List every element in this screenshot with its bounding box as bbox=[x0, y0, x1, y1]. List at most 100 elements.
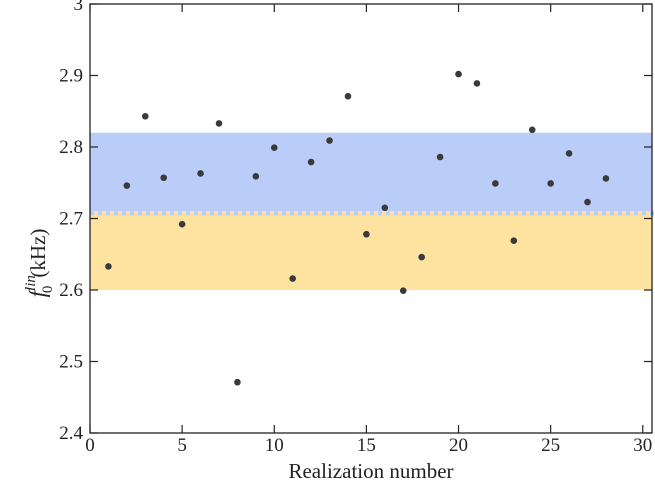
data-point bbox=[510, 237, 518, 244]
y-tick-label: 2.9 bbox=[59, 66, 83, 87]
band-boundary-notch bbox=[170, 211, 174, 216]
band-boundary-notch bbox=[386, 211, 390, 216]
band-boundary-notch bbox=[346, 211, 350, 216]
band-boundary-notch bbox=[114, 211, 118, 216]
y-label-symbol: f bbox=[25, 287, 50, 297]
band-boundary-notch bbox=[98, 211, 102, 216]
band-boundary-notch bbox=[218, 211, 222, 216]
data-point bbox=[455, 70, 462, 78]
data-point bbox=[178, 220, 186, 228]
band-boundary-notch bbox=[410, 211, 414, 216]
band-boundary-notch bbox=[402, 211, 406, 216]
band-boundary-notch bbox=[618, 211, 622, 216]
band-boundary-notch bbox=[418, 211, 422, 216]
band-boundary-notch bbox=[466, 211, 470, 216]
band-boundary-notch bbox=[210, 211, 214, 216]
band-lower bbox=[90, 211, 652, 290]
band-boundary-notch bbox=[122, 211, 126, 216]
band-boundary-notch bbox=[506, 211, 510, 216]
ticks-layer bbox=[89, 3, 652, 434]
data-point bbox=[436, 153, 444, 161]
x-tick-label: 0 bbox=[85, 435, 95, 456]
y-tick-label: 2.4 bbox=[59, 423, 83, 444]
data-point bbox=[289, 275, 296, 282]
band-boundary-notch bbox=[482, 211, 486, 216]
data-point bbox=[473, 80, 481, 87]
band-boundary-notch bbox=[514, 211, 518, 216]
band-boundary-notch bbox=[634, 211, 638, 216]
data-point bbox=[584, 198, 591, 206]
band-boundary-notch bbox=[538, 211, 542, 216]
data-point bbox=[547, 180, 554, 187]
band-boundary-notch bbox=[546, 211, 550, 216]
data-point bbox=[399, 287, 407, 295]
band-boundary-notch bbox=[570, 211, 574, 216]
band-boundary-notch bbox=[130, 211, 134, 216]
band-boundary-notch bbox=[154, 211, 158, 216]
band-boundary-notch bbox=[306, 211, 310, 216]
band-boundary-notch bbox=[330, 211, 334, 216]
y-tick-label: 2.8 bbox=[59, 137, 83, 158]
band-boundary-notch bbox=[642, 211, 646, 216]
band-boundary-notch bbox=[178, 211, 182, 216]
band-boundary-notch bbox=[90, 211, 94, 216]
band-boundary-notch bbox=[602, 211, 606, 216]
band-boundary-notch bbox=[458, 211, 462, 216]
band-boundary-notch bbox=[322, 211, 326, 216]
y-tick-label: 2.7 bbox=[59, 209, 83, 230]
y-axis-label: flin0 (kHz) bbox=[23, 229, 56, 298]
x-tick-label: 10 bbox=[265, 435, 284, 456]
y-tick-labels: 2.4 2.5 2.6 2.7 2.8 2.9 3 bbox=[59, 0, 83, 444]
band-boundary-notch bbox=[362, 211, 366, 216]
x-tick-label: 20 bbox=[449, 435, 468, 456]
data-point bbox=[418, 253, 425, 261]
band-boundary-notch bbox=[106, 211, 110, 216]
band-boundary-notch bbox=[226, 211, 230, 216]
y-tick-label: 2.5 bbox=[59, 352, 83, 373]
band-boundary-notch bbox=[426, 211, 430, 216]
band-boundary-notch bbox=[586, 211, 590, 216]
data-point bbox=[123, 182, 131, 189]
band-boundary-notch bbox=[266, 211, 270, 216]
band-boundary-notch bbox=[274, 211, 278, 216]
band-boundary-notch bbox=[354, 211, 358, 216]
band-boundary-notch bbox=[370, 211, 374, 216]
band-boundary-notch bbox=[578, 211, 582, 216]
band-boundary-notch bbox=[474, 211, 478, 216]
data-point bbox=[215, 120, 223, 127]
data-point bbox=[565, 150, 573, 157]
y-label-superscript: lin bbox=[23, 275, 39, 291]
data-point bbox=[197, 170, 204, 177]
band-boundary-notch bbox=[314, 211, 318, 216]
band-boundary-notch bbox=[594, 211, 598, 216]
band-boundary-notch bbox=[282, 211, 286, 216]
data-point bbox=[363, 230, 370, 238]
band-boundary-notch bbox=[498, 211, 502, 216]
y-label-unit: (kHz) bbox=[26, 229, 50, 278]
band-boundary-notch bbox=[290, 211, 294, 216]
data-point bbox=[234, 378, 241, 386]
band-boundary-notch bbox=[138, 211, 142, 216]
points-layer bbox=[105, 70, 610, 386]
band-boundary-notch bbox=[250, 211, 254, 216]
x-tick-labels: 0 5 10 15 20 25 30 bbox=[85, 435, 652, 456]
data-point bbox=[344, 92, 352, 100]
band-boundary-notch bbox=[442, 211, 446, 216]
band-upper bbox=[90, 132, 652, 212]
data-point bbox=[270, 144, 278, 152]
band-boundary-notch bbox=[394, 211, 398, 216]
band-boundary-notch bbox=[258, 211, 262, 216]
data-point bbox=[141, 112, 149, 120]
band-boundary-notch bbox=[530, 211, 534, 216]
x-tick-label: 30 bbox=[633, 435, 652, 456]
data-point bbox=[492, 180, 499, 187]
band-boundary-notch bbox=[162, 211, 166, 216]
data-point bbox=[602, 175, 610, 182]
band-boundary-notch bbox=[146, 211, 150, 216]
band-boundary-notch bbox=[378, 211, 382, 216]
band-boundary-notch bbox=[186, 211, 190, 216]
band-boundary-notch bbox=[450, 211, 454, 216]
band-boundary-notch bbox=[242, 211, 246, 216]
band-boundary-notch bbox=[194, 211, 198, 216]
